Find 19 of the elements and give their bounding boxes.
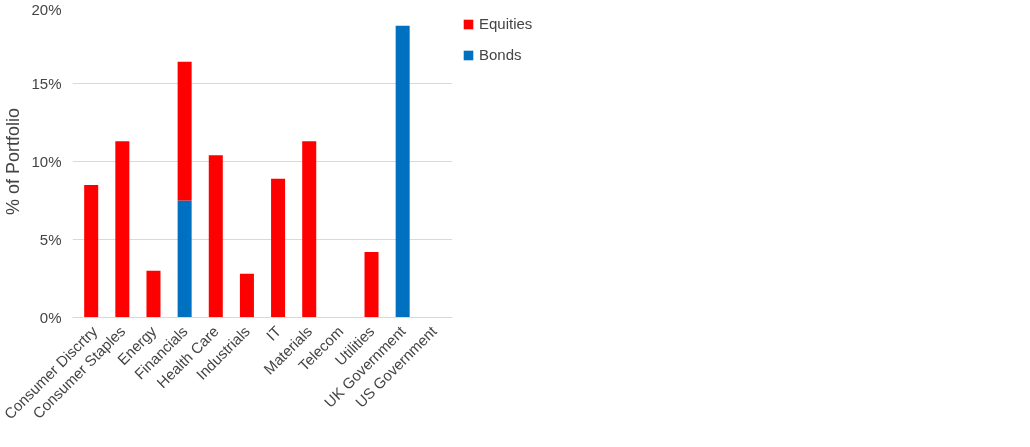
y-tick-label: 20% (31, 0, 62, 18)
y-tick-label: 15% (31, 75, 62, 92)
bar (271, 178, 286, 318)
bar (146, 270, 161, 318)
y-tick-label: 10% (31, 153, 62, 170)
legend-label: Equities (479, 15, 533, 32)
bar (115, 141, 130, 318)
y-tick-label: 5% (39, 231, 62, 248)
bar (177, 61, 192, 201)
bar (364, 251, 379, 318)
y-axis-title: % of Portfolio (3, 107, 24, 216)
bar (84, 184, 99, 318)
legend-label: Bonds (479, 46, 522, 63)
bar (208, 155, 223, 318)
bar (302, 141, 317, 318)
bar (239, 273, 254, 318)
bar (395, 25, 410, 318)
bar (177, 200, 192, 318)
y-tick-label: 0% (39, 309, 62, 326)
